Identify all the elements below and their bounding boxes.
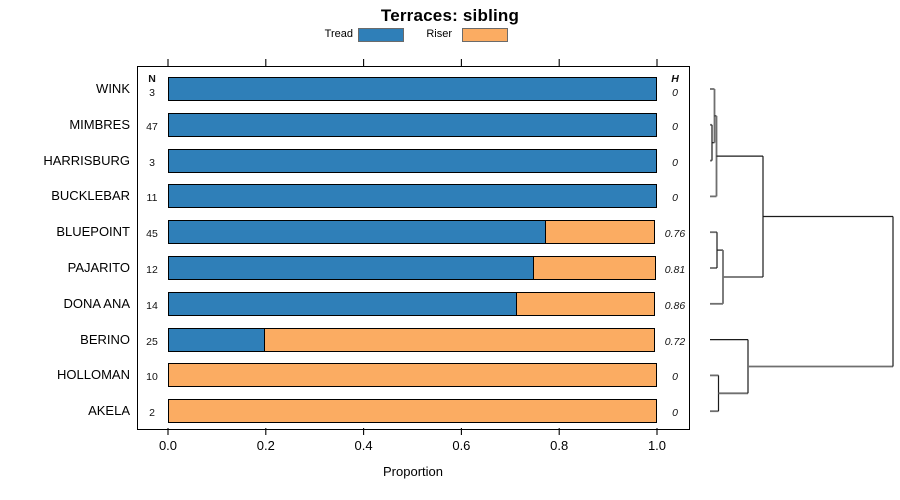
h-value: 0.72: [664, 335, 686, 348]
category-label: HARRISBURG: [43, 152, 130, 168]
n-value: 45: [146, 228, 158, 241]
bar-segment-riser: [545, 220, 656, 245]
category-label: BLUEPOINT: [56, 224, 130, 240]
n-value: 14: [146, 299, 158, 312]
h-value: 0: [672, 407, 678, 420]
x-axis-title: Proportion: [383, 464, 443, 479]
category-label: HOLLOMAN: [57, 367, 130, 383]
h-value: 0.76: [664, 228, 686, 241]
bar-segment-riser: [168, 399, 657, 424]
bar-segment-tread: [168, 184, 657, 209]
h-value: 0: [672, 192, 678, 205]
bar-segment-tread: [168, 256, 535, 280]
stacked-bar: [168, 184, 657, 209]
bar-segment-riser: [533, 256, 656, 280]
stacked-bar: [168, 148, 657, 173]
stacked-bar: [168, 256, 657, 280]
n-value: 47: [146, 120, 158, 133]
bar-segment-tread: [168, 327, 266, 352]
x-tick-label: 1.0: [647, 438, 667, 453]
category-label: BUCKLEBAR: [51, 188, 130, 204]
n-value: 25: [146, 335, 158, 348]
x-tick-label: 0.2: [256, 438, 275, 453]
x-tick-label: 0.4: [354, 438, 373, 453]
bar-segment-riser: [168, 363, 657, 388]
x-tick-label: 0.8: [550, 438, 569, 453]
category-label: BERINO: [80, 331, 130, 347]
n-value: 10: [146, 371, 158, 384]
h-value: 0: [672, 87, 678, 99]
n-value: 12: [146, 264, 158, 276]
category-label: WINK: [96, 81, 130, 96]
n-value: 11: [146, 192, 158, 205]
bar-segment-tread: [168, 220, 547, 245]
x-tick-label: 0.6: [452, 438, 471, 453]
stacked-bar: [168, 363, 657, 388]
category-label: AKELA: [88, 403, 130, 419]
legend-swatch-riser-icon: [462, 28, 508, 42]
h-value: 0: [672, 120, 678, 133]
n-column-header: N: [148, 73, 156, 85]
bar-segment-tread: [168, 148, 657, 173]
stacked-bar: [168, 220, 657, 245]
chart-title: Terraces: sibling: [380, 6, 520, 25]
category-label: PAJARITO: [67, 260, 130, 275]
stacked-bar: [168, 291, 657, 316]
stacked-bar: [168, 399, 657, 424]
h-column-header: H: [671, 73, 679, 85]
stacked-bar: [168, 112, 657, 137]
h-value: 0: [672, 371, 678, 384]
legend-label-riser: Riser: [426, 28, 452, 40]
x-tick-label: 0.0: [158, 438, 178, 453]
bar-segment-tread: [168, 112, 657, 137]
h-value: 0: [672, 156, 678, 169]
stacked-bar: [168, 77, 657, 101]
n-value: 3: [149, 87, 155, 99]
stacked-bar: [168, 327, 657, 352]
category-label: MIMBRES: [69, 116, 130, 132]
category-label: DONA ANA: [63, 295, 130, 311]
n-value: 3: [149, 156, 155, 169]
bar-segment-tread: [168, 77, 657, 101]
h-value: 0.81: [664, 264, 686, 276]
n-value: 2: [149, 407, 155, 420]
h-value: 0.86: [664, 299, 686, 312]
bar-segment-riser: [264, 327, 656, 352]
legend-label-tread: Tread: [324, 28, 353, 40]
legend-swatch-tread-icon: [358, 28, 404, 42]
bar-segment-riser: [516, 291, 656, 316]
